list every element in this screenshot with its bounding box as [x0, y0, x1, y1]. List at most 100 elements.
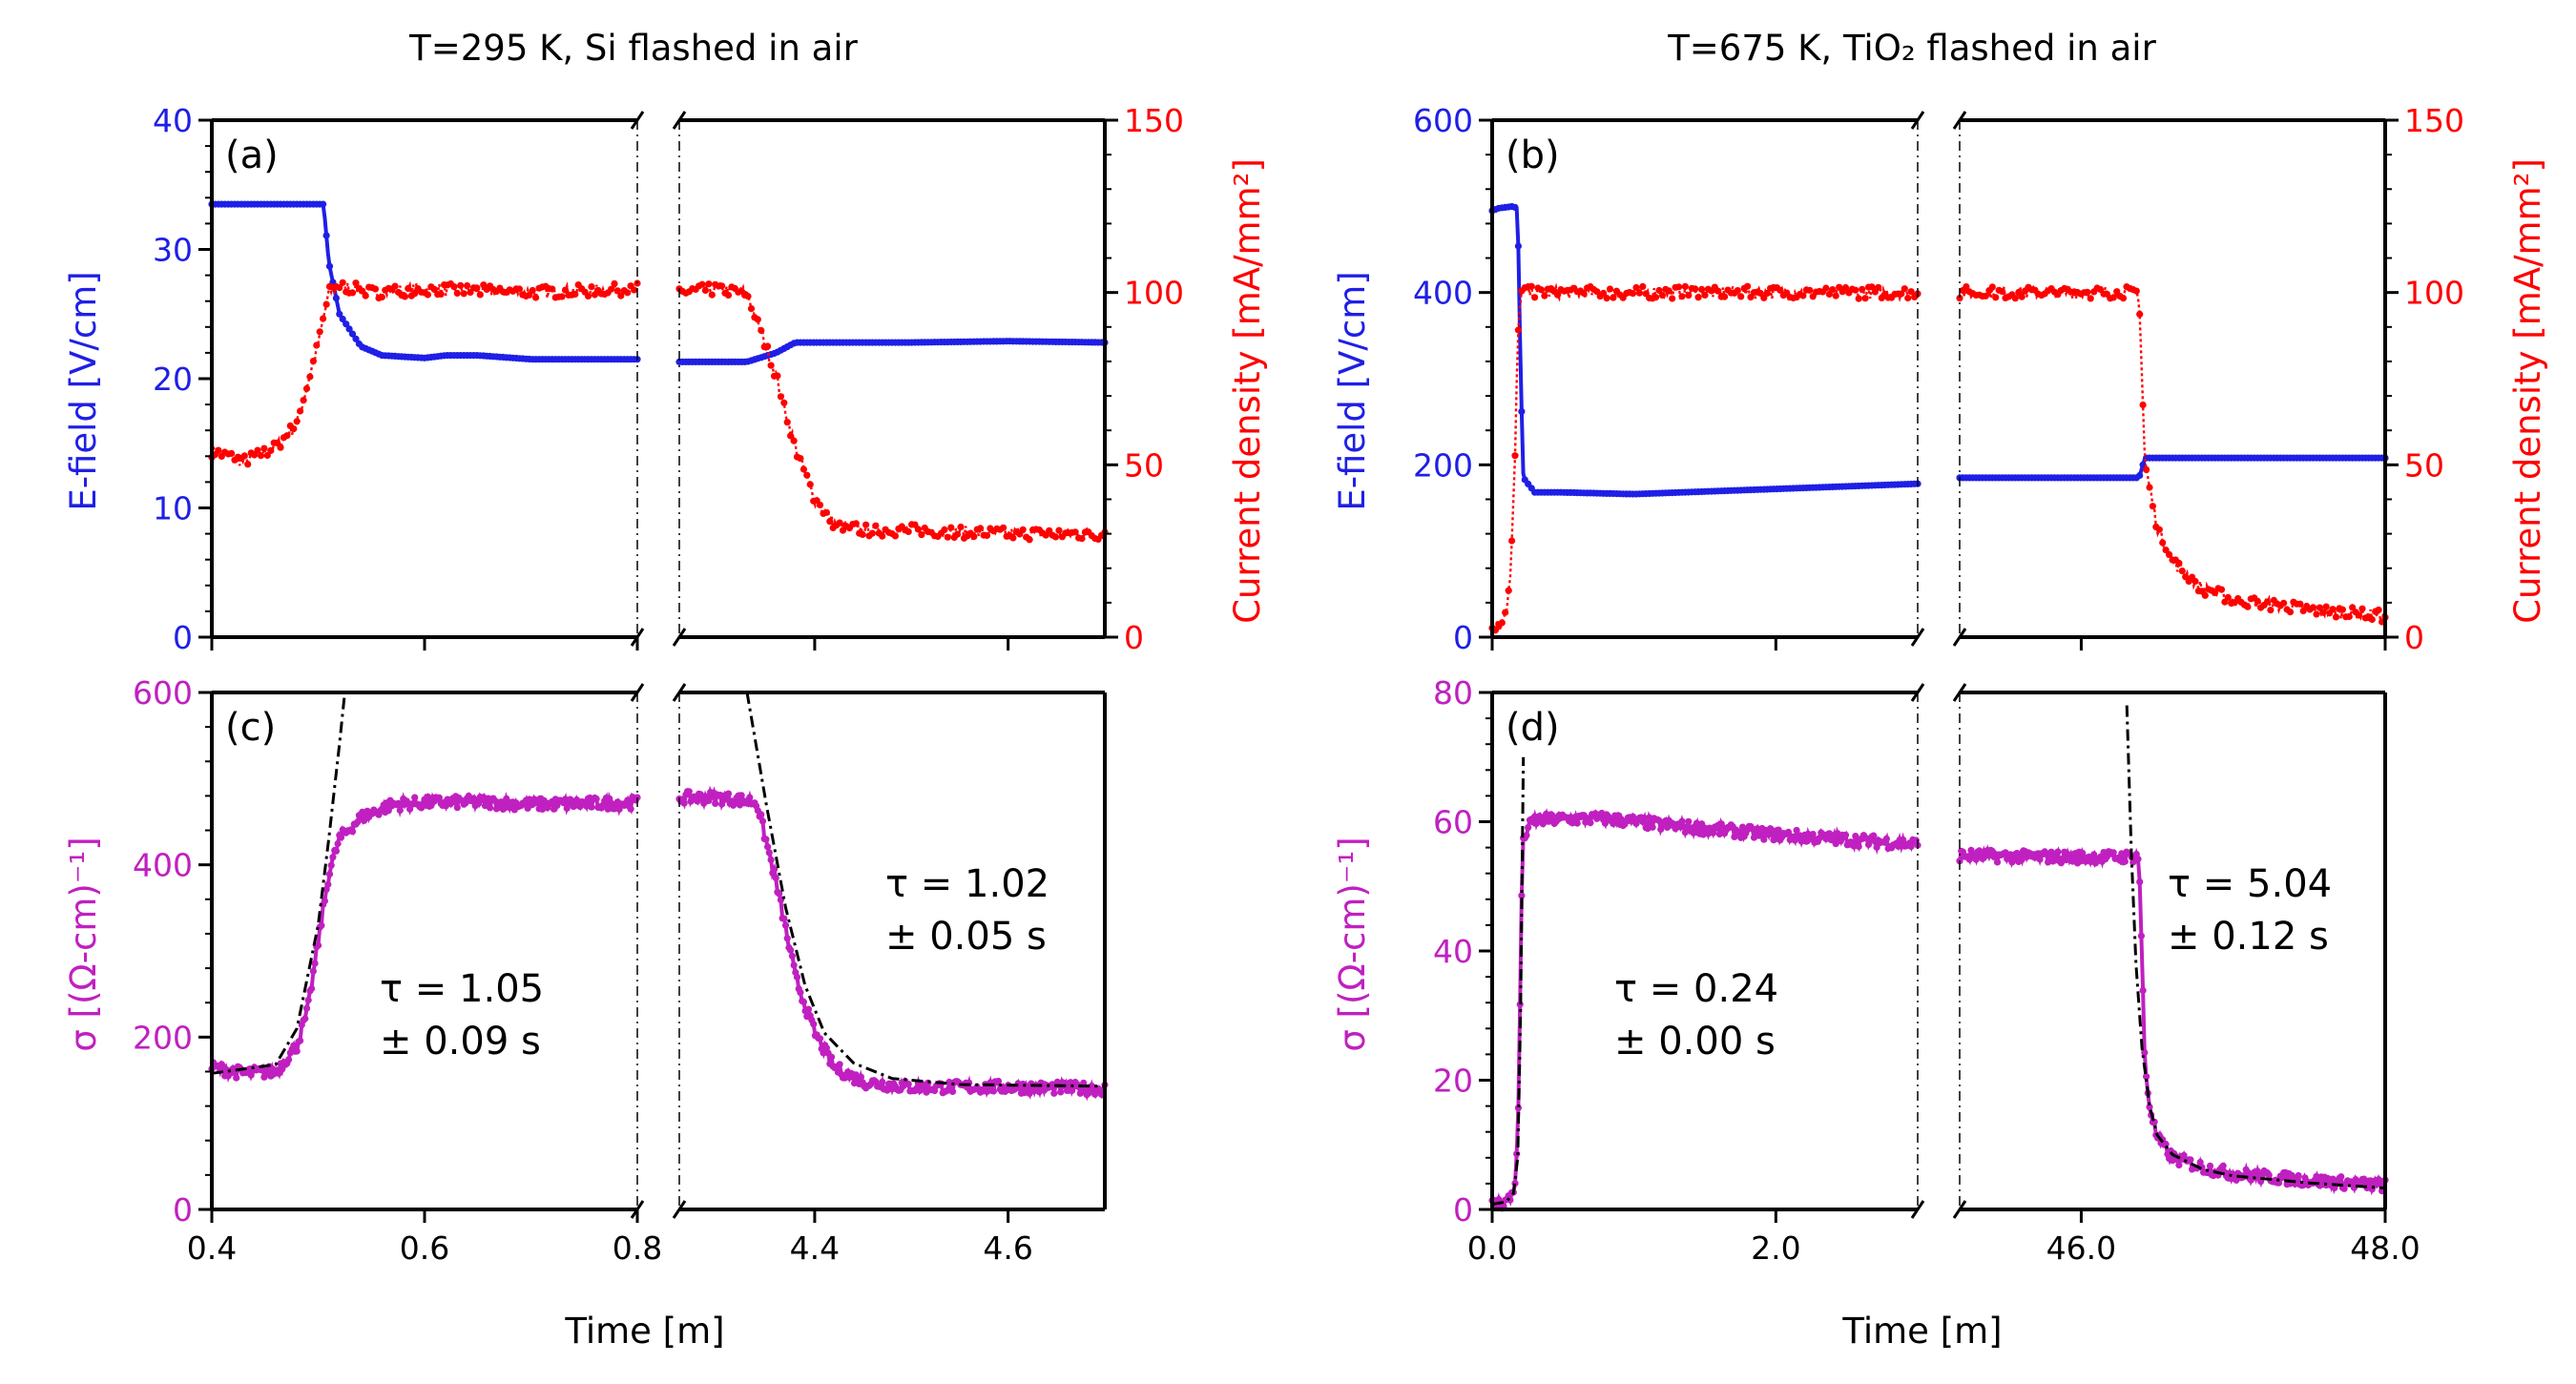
- panel-a-seg1-current-point: [754, 316, 761, 323]
- panel-d-seg0-x-tick-label: 0.0: [1467, 1229, 1517, 1267]
- panel-b-seg0-current-point: [1678, 293, 1686, 300]
- panel-a-seg1-current-point: [826, 518, 834, 526]
- panel-c-seg1-sigma-point: [717, 792, 724, 799]
- panel-c-seg0-sigma-point: [324, 880, 332, 888]
- panel-b-seg1-current-point: [2149, 503, 2156, 510]
- panel-d-seg1-sigma-point: [2254, 1167, 2261, 1175]
- panel-a-seg0-current-point: [558, 293, 566, 300]
- panel-d-seg0-sigma-point: [1768, 827, 1776, 835]
- panel-b-seg1-current-point: [2155, 526, 2163, 533]
- panel-b-seg1-current-point: [2244, 603, 2252, 610]
- panel-b-seg1-current-point: [2159, 539, 2167, 547]
- panel-b-seg0-current-point: [1541, 292, 1548, 300]
- panel-b-seg1-current-point: [2375, 606, 2382, 614]
- panel-a-seg0-current-point: [476, 291, 484, 299]
- panel-a-seg0-current-point: [352, 279, 360, 287]
- panel-d-seg1-sigma-point: [2139, 986, 2147, 994]
- panel-d-seg0-sigma-point: [1548, 812, 1557, 820]
- tau-annotation-c-right-line2: ± 0.05 s: [885, 915, 1047, 959]
- panel-a-seg1-current-point: [1078, 535, 1086, 543]
- panel-a-yleft-tick-label: 0: [173, 619, 193, 656]
- panel-a-seg0-break-mark: [630, 111, 645, 130]
- panel-a-seg0-current-point: [460, 290, 467, 298]
- panel-c-seg1-sigma-point: [879, 1078, 886, 1085]
- panel-a-seg0-current-point: [240, 452, 248, 460]
- panel-a-seg0-current-point: [608, 285, 615, 293]
- panel-c-seg1-sigma-point: [765, 849, 773, 857]
- tau-annotation-d-left-line2: ± 0.00 s: [1614, 1020, 1776, 1064]
- ylabel-efield-a: E-field [V/cm]: [63, 271, 104, 510]
- panel-a-seg0-current-point: [424, 291, 431, 299]
- panel-b-seg1-current-point: [2280, 599, 2288, 607]
- title-right: T=675 K, TiO₂ flashed in air: [1667, 28, 2156, 69]
- panel-a-seg0-efield-point: [320, 200, 327, 208]
- panel-b-seg0-current-point: [1580, 289, 1588, 298]
- panel-b-seg1-current-markers: [1956, 283, 2389, 626]
- panel-c-seg0-sigma-point: [453, 804, 461, 812]
- panel-c-seg1-sigma-point: [804, 1005, 813, 1013]
- panel-b-seg1-current-point: [2143, 465, 2150, 473]
- panel-a-seg1-current-point: [983, 531, 991, 540]
- panel-d-seg0-sigma-point: [1760, 836, 1768, 843]
- panel-d-seg1-sigma-point: [2295, 1171, 2302, 1180]
- panel-a-seg0-current-markers: [208, 279, 641, 468]
- panel-d-seg1-sigma-point: [1972, 856, 1980, 863]
- panel-b-seg1-current-point: [2146, 484, 2153, 491]
- panel-d-yleft-tick-label: 80: [1433, 674, 1473, 712]
- panel-c-seg1-sigma-point: [758, 817, 767, 825]
- panel-b-seg0-break-mark: [1910, 628, 1925, 647]
- panel-a-seg0-current-point: [257, 452, 265, 460]
- panel-a-seg1-current-point: [904, 527, 912, 536]
- panel-c-seg1-sigma-point: [793, 973, 801, 981]
- panel-d-seg0-sigma-point: [1640, 815, 1649, 822]
- panel-a-seg0-efield-point: [343, 320, 350, 328]
- panel-b-seg0-current-point: [1744, 282, 1752, 290]
- panel-c-seg0-x-tick-label: 0.4: [187, 1229, 237, 1267]
- panel-a-seg0-current-point: [306, 373, 314, 381]
- panel-a-seg0-current-point: [322, 300, 330, 308]
- panel-a-seg1-current-point: [852, 520, 860, 527]
- panel-a-seg0-current-point: [549, 285, 556, 293]
- panel-a-yleft-tick-label: 20: [153, 361, 193, 398]
- panel-c-seg1-sigma-point: [680, 799, 688, 807]
- panel-a-seg0-current-point: [290, 425, 298, 433]
- panel-d-seg0-sigma-markers: [1488, 809, 1922, 1212]
- title-left: T=295 K, Si flashed in air: [408, 28, 858, 69]
- panel-d-seg1-sigma-point: [2109, 849, 2117, 857]
- panel-d-seg1-sigma-point: [1993, 858, 2002, 866]
- panel-b-seg0-current-point: [1698, 285, 1706, 293]
- panel-b-seg0-current-point: [1868, 283, 1876, 291]
- panel-c-seg0-x-tick-label: 0.6: [400, 1229, 449, 1267]
- panel-a-seg0-current-point: [309, 358, 317, 365]
- panel-b-seg0-current-point: [1537, 286, 1546, 294]
- panel-a-seg0-current-point: [316, 328, 323, 336]
- panel-b-yleft-tick-label: 0: [1453, 619, 1473, 656]
- panel-b-yright-tick-label: 0: [2404, 619, 2424, 656]
- panel-b-seg0-current-point: [1852, 286, 1859, 294]
- panel-d-yleft-tick-label: 40: [1433, 933, 1473, 970]
- panel-b-seg0-break-mark: [1910, 111, 1925, 130]
- panel-d-seg0-sigma-point: [1797, 837, 1805, 845]
- panel-b-seg1-current-point: [2313, 610, 2320, 618]
- panel-c-seg0-sigma-point: [329, 854, 337, 861]
- panel-b-seg1-current-point: [1992, 294, 2000, 301]
- panel-c-seg1-sigma-point: [820, 1049, 827, 1057]
- panel-a-seg1-current-point: [718, 282, 726, 290]
- panel-a-yright-tick-label: 150: [1124, 102, 1184, 139]
- panel-b-seg1-current-point: [2338, 606, 2346, 613]
- panel-c-seg1-sigma-point: [762, 836, 770, 843]
- panel-b-seg0-current-point: [1701, 291, 1709, 299]
- panel-a-seg1-current-point: [816, 501, 824, 509]
- panel-c-seg0-sigma-point: [304, 996, 312, 1004]
- panel-a-seg1-current-point: [698, 280, 706, 288]
- panel-a-seg1-current-point: [872, 522, 880, 529]
- panel-b-seg1-current-point: [2217, 586, 2226, 593]
- panel-d-seg0-sigma-point: [1685, 817, 1693, 825]
- panel-b-seg1-current-point: [1956, 295, 1963, 302]
- panel-c-seg0-sigma-point: [498, 798, 506, 806]
- panel-a-seg1-current-point: [1026, 536, 1033, 544]
- panel-a-seg0-current-point: [336, 284, 343, 292]
- panel-a-seg0-current-point: [320, 315, 327, 322]
- panel-c-yleft-tick-label: 200: [133, 1019, 193, 1056]
- panel-c-seg0-sigma-point: [297, 1037, 304, 1044]
